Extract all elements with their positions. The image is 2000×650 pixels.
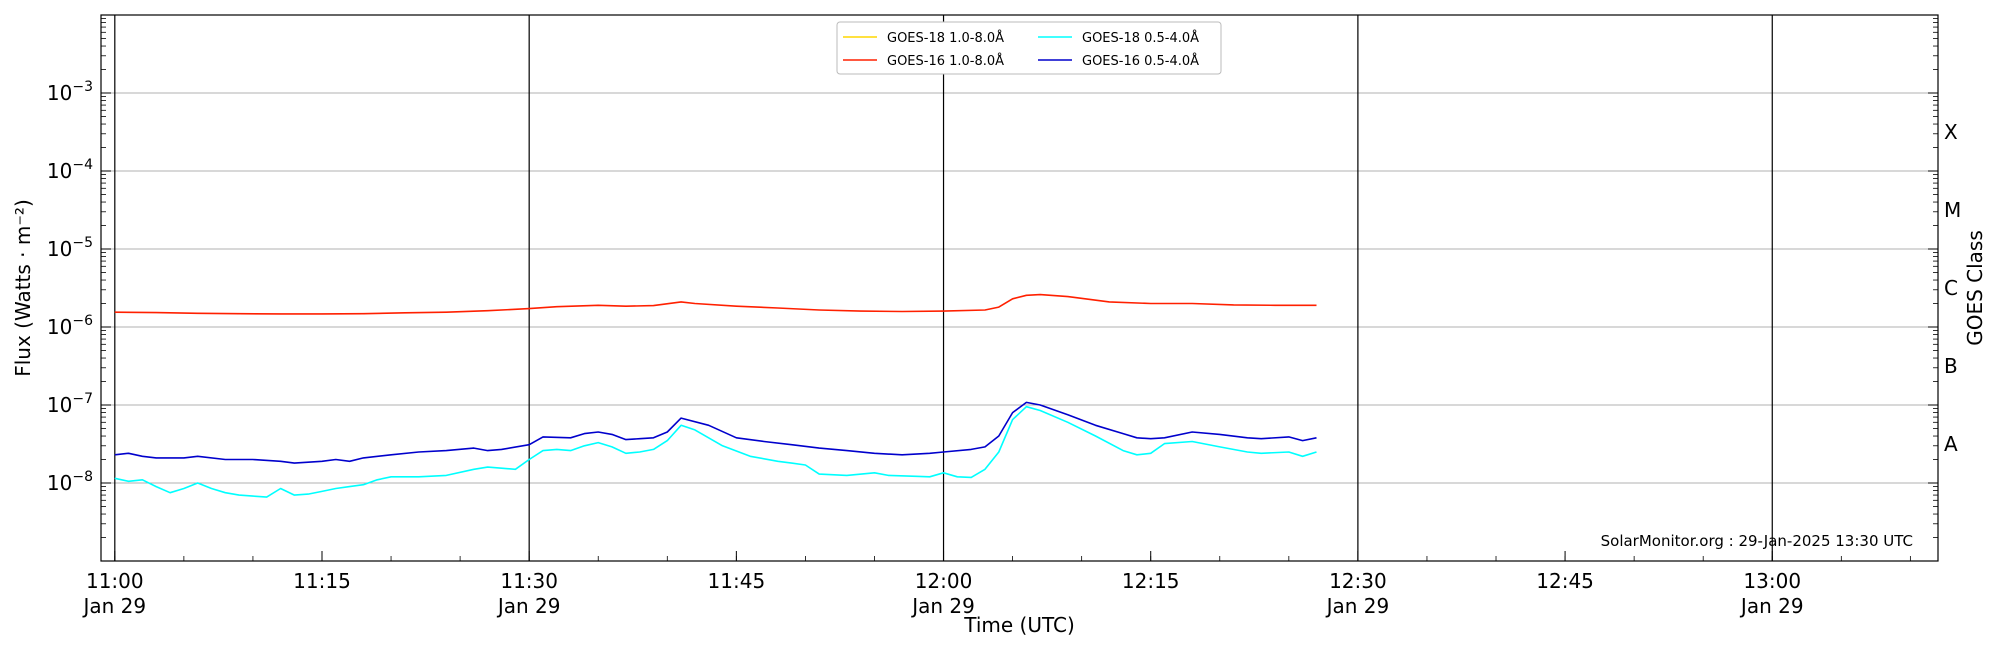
x-tick-label: 12:00 (915, 569, 973, 593)
y-tick-base: 10 (47, 237, 72, 261)
y-tick-base: 10 (47, 315, 72, 339)
x-tick-label: 11:30 (500, 569, 558, 593)
y-tick-exponent: −5 (72, 235, 93, 251)
day-lines (114, 15, 1773, 561)
y-tick-exponent: −4 (72, 157, 93, 173)
goes-class-label: X (1944, 120, 1958, 144)
y-tick-base: 10 (47, 471, 72, 495)
y-tick-exponent: −8 (72, 469, 93, 485)
goes-class-label: C (1944, 276, 1958, 300)
goes-class-label: M (1944, 198, 1961, 222)
y-tick-exponent: −3 (72, 79, 93, 95)
series-line (114, 293, 1317, 315)
series-line (114, 401, 1317, 464)
x-tick-date-label: Jan 29 (1325, 594, 1390, 618)
y-tick-label: 10−6 (47, 313, 93, 339)
legend-box (836, 21, 1222, 75)
x-tick-date-label: Jan 29 (910, 594, 975, 618)
y-tick-label: 10−3 (47, 79, 93, 105)
y-tick-label: 10−5 (47, 235, 93, 261)
x-tick-label: 12:45 (1536, 569, 1594, 593)
x-tick-label: 11:45 (708, 569, 766, 593)
x-axis-title: Time (UTC) (963, 613, 1075, 637)
legend-label: GOES-18 0.5-4.0Å (1082, 30, 1199, 46)
y-tick-exponent: −6 (72, 313, 93, 329)
legend-label: GOES-16 1.0-8.0Å (887, 53, 1004, 69)
y-tick-base: 10 (47, 393, 72, 417)
series-line (114, 405, 1317, 498)
x-tick-label: 12:30 (1329, 569, 1387, 593)
x-tick-date-label: Jan 29 (1739, 594, 1804, 618)
x-tick-label: 12:15 (1122, 569, 1180, 593)
goes-class-label: A (1944, 432, 1958, 456)
y-axis-title: Flux (Watts · m⁻²) (11, 199, 35, 377)
x-tick-label: 13:00 (1743, 569, 1801, 593)
tick-layer (101, 18, 1938, 561)
y-tick-label: 10−4 (47, 157, 93, 183)
x-tick-date-label: Jan 29 (496, 594, 561, 618)
legend: GOES-18 1.0-8.0Å GOES-18 0.5-4.0Å GOES-16 … (836, 21, 1222, 75)
y-tick-exponent: −7 (72, 391, 93, 407)
series-layer (114, 293, 1317, 498)
plot-frame (100, 14, 1939, 562)
grid-layer (101, 92, 1938, 484)
x-tick-label: 11:00 (86, 569, 144, 593)
x-tick-label: 11:15 (293, 569, 351, 593)
y-tick-base: 10 (47, 81, 72, 105)
x-tick-date-label: Jan 29 (81, 594, 146, 618)
y-tick-label: 10−8 (47, 469, 93, 495)
right-y-axis-title: GOES Class (1963, 230, 1987, 346)
y-tick-base: 10 (47, 159, 72, 183)
y-tick-label: 10−7 (47, 391, 93, 417)
goes-class-label: B (1944, 354, 1958, 378)
legend-label: GOES-18 1.0-8.0Å (887, 30, 1004, 46)
legend-label: GOES-16 0.5-4.0Å (1082, 53, 1199, 69)
watermark-text: SolarMonitor.org : 29-Jan-2025 13:30 UTC (1601, 532, 1913, 550)
